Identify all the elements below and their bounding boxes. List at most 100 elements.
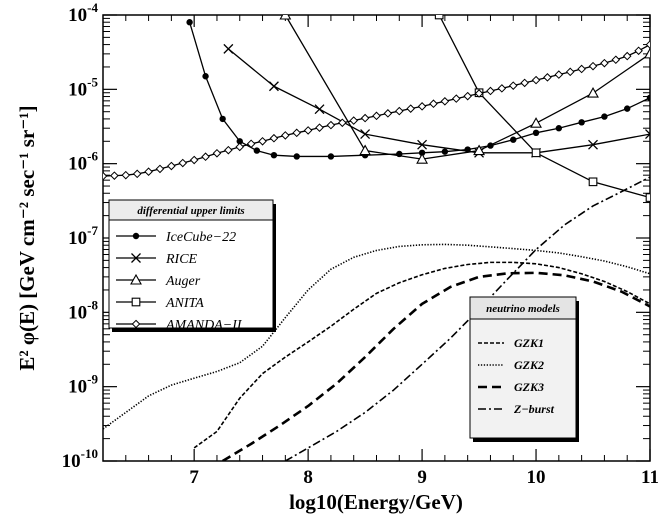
data-point-amanda-ii <box>224 145 233 155</box>
data-point-amanda-ii <box>326 120 336 130</box>
data-point-icecube-22 <box>202 73 209 80</box>
y-tick-base: 10 <box>62 451 81 472</box>
data-point-amanda-ii <box>383 109 393 118</box>
data-point-amanda-ii <box>189 155 199 165</box>
y-tick-exponent: -7 <box>87 223 98 238</box>
series-anita <box>434 15 650 202</box>
legend-entry-gzk1: GZK1 <box>478 336 544 350</box>
data-point-amanda-ii <box>201 152 210 162</box>
data-point-icecube-22 <box>646 94 650 101</box>
series-z-burst <box>284 176 650 461</box>
series-line-z-burst <box>284 176 650 461</box>
y-tick-label: 10-9 <box>68 372 98 398</box>
data-point-amanda-ii <box>611 55 621 65</box>
data-point-amanda-ii <box>303 126 313 135</box>
legend-marker-icecube-22 <box>132 232 140 240</box>
data-point-amanda-ii <box>212 148 222 158</box>
data-point-amanda-ii <box>338 118 347 128</box>
data-point-amanda-ii <box>406 104 415 113</box>
data-point-icecube-22 <box>510 136 517 143</box>
legend-entry-icecube-22: IceCube−22 <box>116 230 236 245</box>
series-line-gzk3 <box>221 271 650 461</box>
legend-neutrino-models: neutrino models GZK1 GZK2 GZK3 Z−burst <box>469 296 579 442</box>
y-tick-exponent: -6 <box>87 149 98 164</box>
legend-neutrino-models-title: neutrino models <box>486 303 560 315</box>
data-point-icecube-22 <box>624 105 631 112</box>
legend-label-amanda-ii: AMANDA−II <box>165 318 243 333</box>
data-point-rice <box>360 129 371 140</box>
data-point-amanda-ii <box>520 78 529 88</box>
data-point-auger <box>644 47 650 59</box>
series-gzk2 <box>103 243 650 430</box>
data-point-auger <box>359 144 372 156</box>
y-tick-base: 10 <box>68 5 87 26</box>
data-point-auger <box>416 153 429 164</box>
series-line-amanda-ii <box>103 44 650 177</box>
data-point-icecube-22 <box>270 151 278 159</box>
legend-label-icecube-22: IceCube−22 <box>165 230 236 245</box>
legend-marker-anita <box>131 297 141 307</box>
data-point-icecube-22 <box>555 125 563 132</box>
data-point-amanda-ii <box>451 94 461 103</box>
legend-upper-limits-title: differential upper limits <box>137 205 244 217</box>
y-tick-base: 10 <box>68 154 87 175</box>
data-point-icecube-22 <box>293 153 300 160</box>
series-line-anita <box>438 15 650 199</box>
data-point-icecube-22 <box>578 119 585 126</box>
series-auger <box>279 15 650 164</box>
series-gzk3 <box>221 271 650 461</box>
data-point-rice <box>645 129 650 140</box>
data-point-amanda-ii <box>281 131 290 140</box>
data-point-amanda-ii <box>178 158 188 168</box>
plot-series <box>103 15 650 461</box>
data-point-amanda-ii <box>645 40 650 49</box>
series-gzk1 <box>193 261 650 449</box>
data-point-amanda-ii <box>440 97 450 106</box>
legend-upper-limits: differential upper limits IceCube−22 RICE… <box>108 199 276 333</box>
data-point-icecube-22 <box>441 148 449 155</box>
data-point-amanda-ii <box>577 64 586 74</box>
legend-label-z-burst: Z−burst <box>513 402 555 416</box>
legend-entry-amanda-ii: AMANDA−II <box>116 318 243 333</box>
y-tick-exponent: -10 <box>81 446 98 461</box>
legend-label-gzk2: GZK2 <box>514 358 544 372</box>
data-point-icecube-22 <box>418 149 426 157</box>
data-point-anita <box>531 148 541 158</box>
legend-upper-limits-box <box>108 199 274 329</box>
data-point-amanda-ii <box>394 106 404 116</box>
y-tick-exponent: -8 <box>87 297 98 312</box>
data-point-auger <box>473 144 485 156</box>
legend-entry-gzk2: GZK2 <box>478 358 544 372</box>
data-point-icecube-22 <box>253 147 261 154</box>
data-point-icecube-22 <box>186 19 193 26</box>
legend-marker-auger <box>130 273 142 285</box>
legend-label-anita: ANITA <box>165 296 204 311</box>
data-point-amanda-ii <box>121 170 131 180</box>
data-point-rice <box>314 104 325 115</box>
y-tick-label: 10-8 <box>68 297 98 323</box>
legend-entry-anita: ANITA <box>116 296 204 311</box>
data-point-amanda-ii <box>258 136 267 146</box>
data-point-amanda-ii <box>372 111 381 121</box>
data-point-amanda-ii <box>103 171 108 181</box>
data-point-amanda-ii <box>588 61 598 71</box>
x-tick-label: 7 <box>189 467 199 488</box>
data-point-amanda-ii <box>246 139 256 149</box>
legend-entry-z-burst: Z−burst <box>478 402 555 416</box>
data-point-anita <box>434 15 444 20</box>
data-point-icecube-22 <box>219 115 226 123</box>
data-point-amanda-ii <box>600 58 609 68</box>
data-point-rice <box>223 43 234 54</box>
data-point-amanda-ii <box>349 116 359 125</box>
y-tick-label: 10-7 <box>68 223 98 249</box>
data-point-amanda-ii <box>474 89 484 98</box>
data-point-auger <box>530 117 542 128</box>
data-point-amanda-ii <box>554 70 564 79</box>
data-point-amanda-ii <box>155 164 165 174</box>
y-tick-base: 10 <box>68 302 87 323</box>
data-point-amanda-ii <box>417 102 427 111</box>
data-point-amanda-ii <box>634 46 643 56</box>
x-tick-label: 9 <box>417 467 427 488</box>
data-point-amanda-ii <box>110 171 119 180</box>
legend-entry-rice: RICE <box>116 252 198 267</box>
